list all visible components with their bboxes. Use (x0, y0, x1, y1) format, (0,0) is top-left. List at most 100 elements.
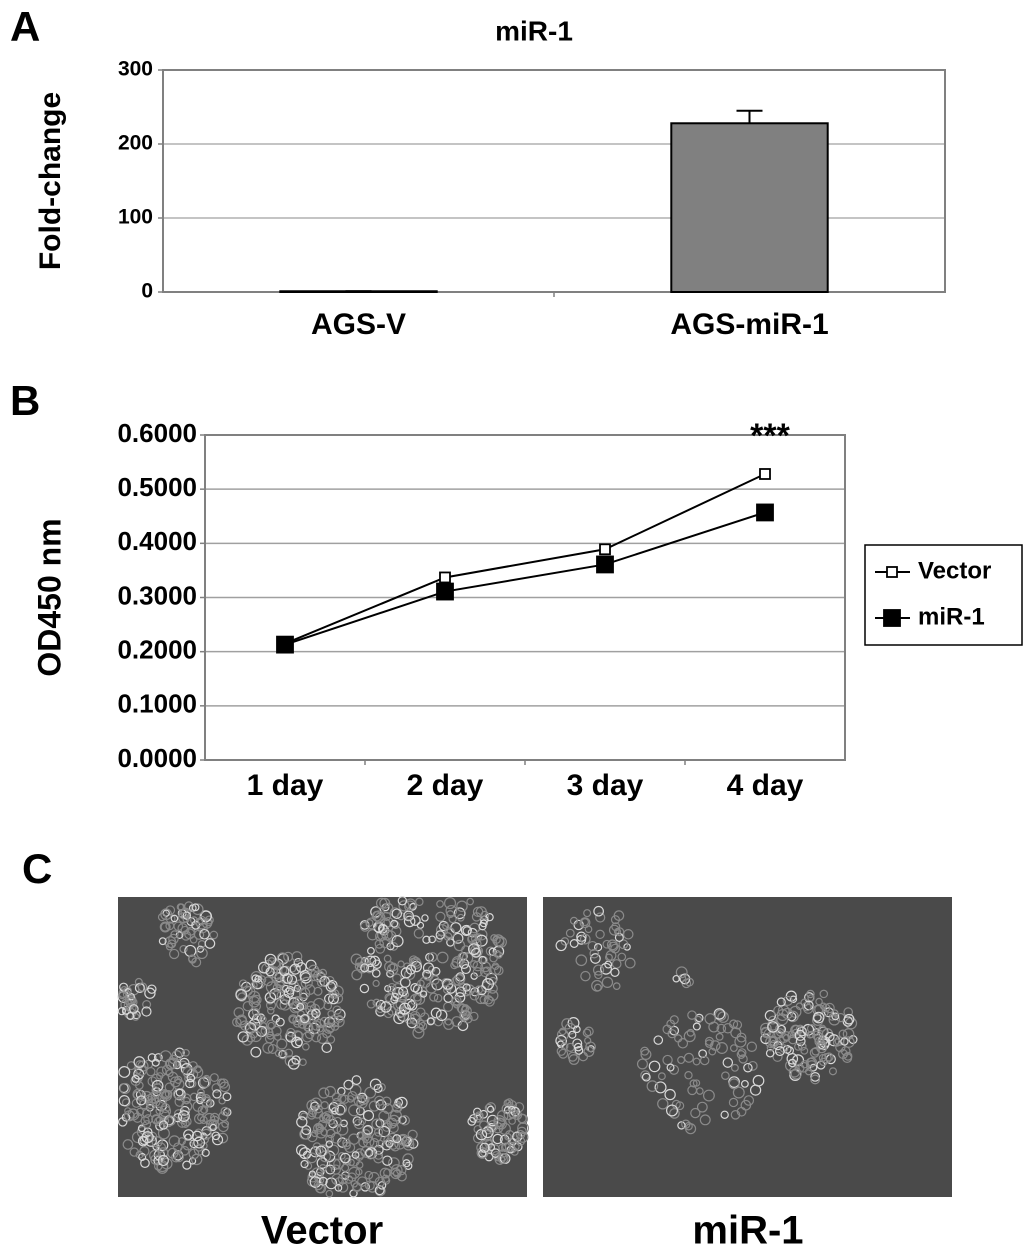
cell (362, 1109, 375, 1122)
cell (175, 1088, 184, 1097)
cell (782, 1033, 791, 1042)
cell (386, 963, 399, 975)
cell (409, 902, 417, 911)
cell (374, 1185, 385, 1196)
cell (398, 991, 408, 1001)
cell (159, 1050, 172, 1063)
cell (392, 1102, 402, 1113)
cell (212, 1089, 222, 1099)
cell (338, 1152, 346, 1160)
cell (256, 975, 267, 985)
cell (568, 1030, 577, 1039)
cell (374, 1095, 385, 1106)
cell (451, 995, 462, 1006)
cell (118, 990, 127, 1000)
cell (657, 1098, 669, 1110)
cell (699, 1114, 711, 1126)
cell (258, 961, 270, 974)
cell (196, 945, 205, 953)
cell (478, 922, 487, 931)
x-tick-label: 1 day (247, 769, 324, 802)
cell (137, 1124, 146, 1133)
cell (334, 1177, 345, 1187)
cell (594, 970, 603, 980)
cell (819, 989, 829, 999)
cell (128, 1004, 139, 1014)
cell (692, 1022, 701, 1031)
cell (388, 1157, 400, 1169)
cell (400, 967, 412, 979)
cell (459, 1009, 471, 1022)
cell (674, 1034, 683, 1043)
x-tick-label: AGS-V (311, 308, 406, 341)
cell (812, 1011, 825, 1024)
cell (341, 1163, 350, 1172)
cell (456, 900, 468, 912)
cell (285, 985, 295, 995)
cell (444, 927, 456, 939)
cell (828, 1067, 838, 1076)
cell (201, 1094, 211, 1104)
cell (309, 969, 318, 978)
cell (137, 982, 148, 992)
cell (364, 1170, 374, 1180)
cell (136, 1095, 147, 1106)
cell (490, 934, 498, 942)
cell (218, 1097, 226, 1105)
cell (379, 936, 392, 949)
cell (392, 1134, 402, 1144)
chart-title: miR-1 (495, 15, 573, 46)
y-tick-label: 300 (118, 58, 153, 81)
cell (174, 1075, 183, 1084)
cell (324, 1085, 337, 1098)
cell (732, 1086, 745, 1099)
cell (131, 1131, 144, 1144)
cell (708, 1047, 717, 1056)
cell (610, 915, 620, 925)
cell (458, 982, 468, 992)
cell (843, 1007, 854, 1017)
y-axis-label: OD450 nm (31, 518, 67, 676)
cell (185, 1078, 195, 1089)
cell (251, 974, 260, 983)
cell (117, 1007, 126, 1016)
cell (418, 1021, 428, 1031)
cell (729, 1044, 738, 1053)
cell (485, 913, 494, 922)
cell (399, 1002, 411, 1015)
cell (640, 1046, 650, 1056)
cell (232, 1017, 242, 1027)
cell (155, 1106, 164, 1116)
cell (469, 990, 480, 1001)
cell (331, 1092, 341, 1102)
cell (402, 1153, 414, 1165)
cell (180, 1119, 190, 1128)
cell (397, 960, 405, 968)
cell (372, 910, 385, 923)
cell (209, 930, 219, 940)
cell (443, 897, 457, 910)
cell (600, 962, 612, 975)
cell (466, 897, 475, 906)
cell (159, 1089, 170, 1100)
cell (392, 1000, 405, 1012)
cell (460, 964, 471, 975)
cell (472, 960, 484, 972)
cell (478, 1149, 487, 1158)
cell (683, 1052, 694, 1063)
cell (687, 1010, 697, 1020)
cell (590, 953, 601, 964)
cell (831, 1009, 839, 1017)
cell (453, 907, 466, 920)
cell (299, 1128, 311, 1140)
bar (670, 122, 829, 293)
cell (353, 1118, 365, 1130)
cell (715, 1042, 728, 1054)
cell (363, 956, 371, 964)
cell (118, 1066, 131, 1078)
cell (179, 944, 188, 954)
cell (209, 1073, 219, 1082)
cell (325, 975, 335, 985)
cell (776, 1028, 785, 1037)
